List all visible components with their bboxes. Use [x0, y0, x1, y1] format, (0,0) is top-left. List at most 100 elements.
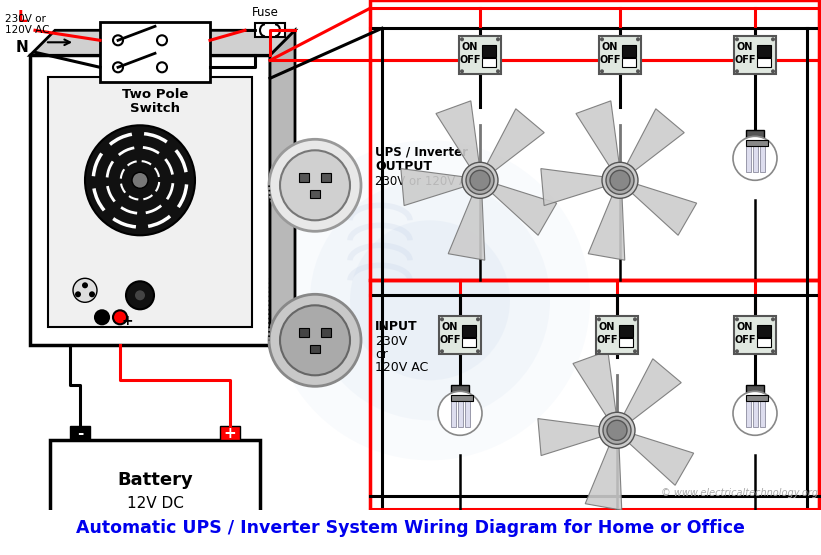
Circle shape — [735, 69, 739, 73]
Bar — [451, 399, 456, 427]
Bar — [757, 325, 771, 337]
Circle shape — [462, 162, 498, 198]
Circle shape — [466, 166, 494, 194]
Bar — [70, 426, 90, 440]
Text: 120V AC: 120V AC — [5, 26, 49, 36]
Bar — [746, 395, 768, 401]
Bar — [100, 22, 210, 82]
Text: OFF: OFF — [734, 335, 756, 345]
Circle shape — [476, 349, 480, 354]
Circle shape — [113, 36, 123, 46]
Bar — [482, 58, 496, 67]
Polygon shape — [30, 31, 295, 56]
Circle shape — [636, 69, 640, 73]
Circle shape — [636, 37, 640, 41]
Circle shape — [73, 278, 97, 302]
Polygon shape — [573, 351, 617, 419]
Polygon shape — [622, 359, 681, 423]
Circle shape — [600, 69, 604, 73]
Bar — [220, 426, 240, 440]
Polygon shape — [626, 109, 684, 173]
Circle shape — [496, 37, 500, 41]
Circle shape — [606, 166, 634, 194]
Text: +: + — [223, 426, 236, 441]
Circle shape — [600, 37, 604, 41]
Circle shape — [113, 310, 127, 324]
Circle shape — [633, 317, 637, 321]
Bar — [596, 316, 638, 354]
Circle shape — [157, 36, 167, 46]
Circle shape — [269, 139, 361, 231]
Bar — [321, 329, 331, 337]
Text: UPS / Inverter: UPS / Inverter — [375, 145, 468, 158]
Circle shape — [633, 349, 637, 354]
Polygon shape — [630, 183, 697, 235]
Text: OFF: OFF — [459, 56, 481, 65]
Bar — [370, 280, 819, 510]
Circle shape — [460, 37, 464, 41]
Circle shape — [132, 172, 148, 188]
Text: ON: ON — [442, 322, 458, 332]
Text: OFF: OFF — [596, 335, 617, 345]
Text: INPUT: INPUT — [375, 320, 418, 334]
Bar — [622, 46, 636, 57]
Bar — [50, 440, 260, 520]
Text: Two Pole: Two Pole — [122, 88, 188, 102]
Text: Switch: Switch — [130, 102, 180, 115]
Bar — [462, 339, 476, 347]
Circle shape — [771, 69, 775, 73]
Text: 12V DC: 12V DC — [126, 496, 183, 511]
Bar — [462, 325, 476, 337]
Circle shape — [607, 420, 627, 440]
Circle shape — [280, 150, 350, 220]
Bar — [439, 316, 481, 354]
Circle shape — [113, 62, 123, 72]
Circle shape — [438, 391, 482, 435]
Polygon shape — [538, 418, 604, 456]
Polygon shape — [489, 183, 557, 235]
Circle shape — [771, 37, 775, 41]
Text: 230V or: 230V or — [5, 14, 46, 24]
Polygon shape — [576, 101, 620, 169]
Bar — [370, 1, 819, 280]
Circle shape — [350, 220, 510, 380]
Bar — [451, 385, 469, 395]
Text: ON: ON — [736, 322, 753, 332]
Text: ON: ON — [736, 42, 753, 52]
Text: © www.electricaltechnology.org: © www.electricaltechnology.org — [661, 488, 818, 498]
Text: ON: ON — [602, 42, 618, 52]
Circle shape — [599, 412, 635, 448]
Bar — [622, 58, 636, 67]
Circle shape — [603, 416, 631, 445]
Text: OFF: OFF — [599, 56, 621, 65]
Circle shape — [310, 180, 550, 420]
Polygon shape — [626, 433, 694, 485]
Circle shape — [476, 317, 480, 321]
Bar — [753, 144, 758, 172]
Circle shape — [470, 170, 490, 190]
Bar — [760, 144, 765, 172]
Polygon shape — [585, 443, 621, 510]
Polygon shape — [448, 193, 484, 260]
Circle shape — [440, 317, 444, 321]
Text: 230V: 230V — [375, 335, 407, 349]
Text: OFF: OFF — [734, 56, 756, 65]
Bar — [746, 385, 764, 395]
Text: Automatic UPS / Inverter System Wiring Diagram for Home or Office: Automatic UPS / Inverter System Wiring D… — [76, 518, 745, 537]
Bar — [321, 173, 331, 182]
Circle shape — [440, 349, 444, 354]
Bar — [459, 36, 501, 74]
Bar — [753, 399, 758, 427]
Circle shape — [771, 349, 775, 354]
Bar — [255, 23, 285, 37]
Circle shape — [735, 317, 739, 321]
Text: L: L — [17, 11, 27, 26]
Bar — [619, 325, 633, 337]
Text: N: N — [16, 41, 29, 56]
Circle shape — [75, 291, 81, 297]
Circle shape — [85, 125, 195, 235]
Circle shape — [597, 317, 601, 321]
Circle shape — [610, 170, 630, 190]
Circle shape — [460, 69, 464, 73]
Bar — [760, 399, 765, 427]
